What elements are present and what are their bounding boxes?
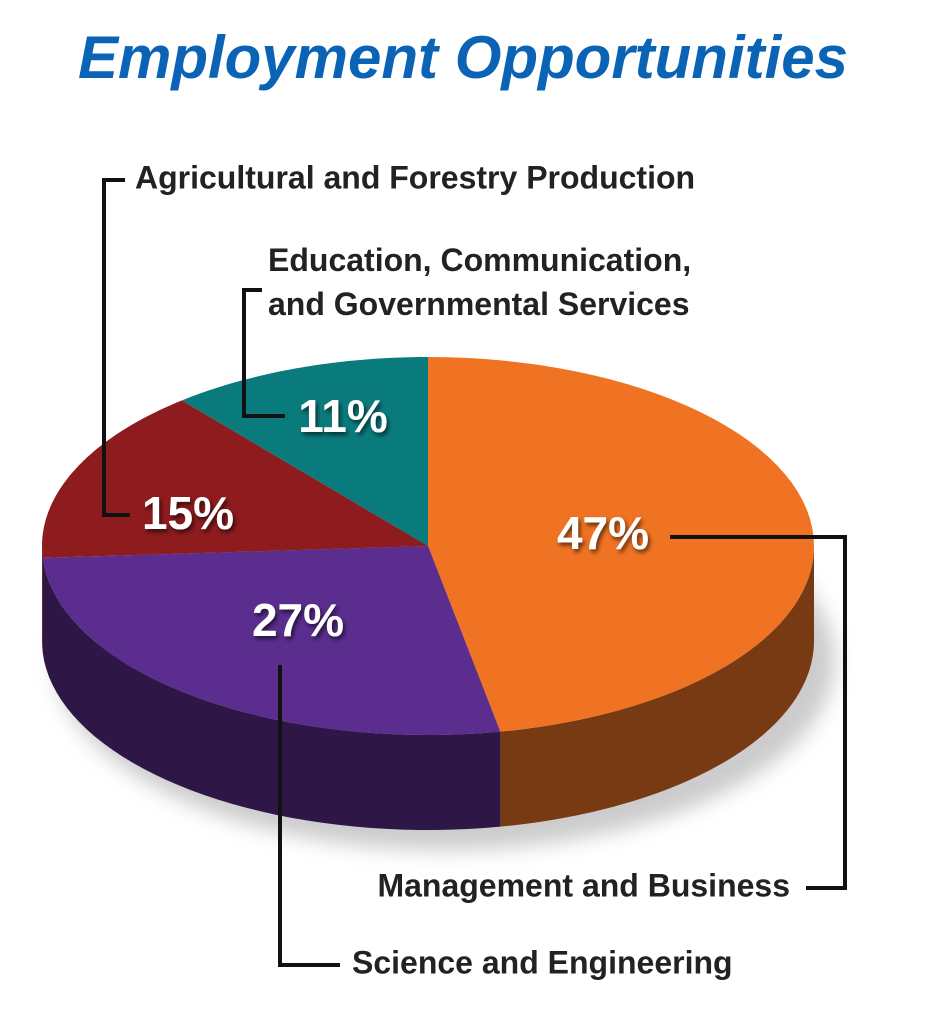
leader-line: [242, 288, 285, 418]
leader-line: [102, 178, 130, 517]
slice-side: [42, 557, 501, 830]
category-label: Education, Communication, and Government…: [268, 242, 692, 322]
slice: [42, 400, 428, 558]
value-label: 11%: [298, 390, 388, 442]
category-label: Management and Business: [377, 867, 790, 903]
chart-title: Employment Opportunities: [78, 24, 848, 91]
slice-side: [500, 546, 814, 827]
value-label: 15%: [142, 487, 234, 539]
category-label: Agricultural and Forestry Production: [135, 159, 695, 195]
slice: [428, 357, 814, 732]
value-label: 47%: [557, 507, 649, 559]
category-label: Science and Engineering: [352, 944, 733, 980]
slice-side: [42, 546, 43, 653]
slice: [42, 546, 501, 735]
leader-line: [670, 535, 847, 890]
leader-line: [278, 665, 340, 967]
value-label: 27%: [252, 594, 344, 646]
